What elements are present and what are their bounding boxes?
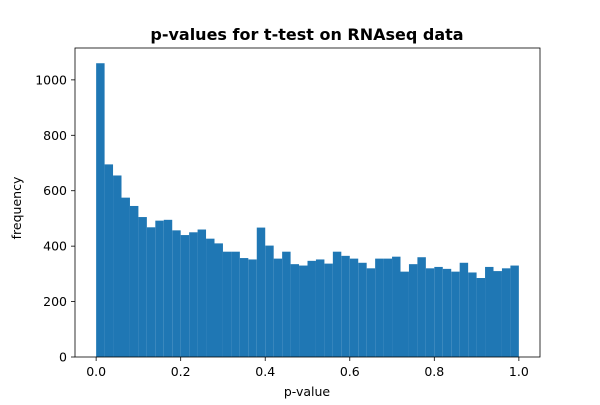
histogram-bar [256, 227, 266, 357]
histogram-bar [231, 251, 240, 357]
histogram-bar [425, 268, 435, 357]
histogram-bar [189, 232, 198, 357]
y-tick-label: 400 [43, 239, 67, 254]
histogram-bar [375, 258, 384, 357]
x-tick-label: 0.6 [340, 364, 360, 379]
x-axis-label: p-value [284, 384, 331, 399]
histogram-bar [324, 263, 333, 357]
histogram-bar [104, 164, 114, 357]
x-tick-label: 0.4 [255, 364, 275, 379]
histogram-bar [451, 271, 460, 357]
histogram-bar [307, 260, 316, 357]
histogram-bar [96, 63, 105, 358]
histogram-bar [155, 220, 164, 357]
histogram-bar [129, 205, 139, 357]
axes-group: 0.0 0.2 0.4 0.6 0.8 1.0 0 200 400 600 800 1000 [35, 47, 541, 379]
histogram-bar [510, 265, 519, 357]
y-tick-label: 800 [43, 128, 67, 143]
x-tick-label: 0.2 [171, 364, 191, 379]
histogram-bar [206, 238, 215, 357]
histogram-bar [222, 251, 232, 357]
histogram-bar [197, 229, 207, 357]
y-tick-label: 1000 [35, 72, 67, 87]
x-tick-label: 1.0 [509, 364, 529, 379]
y-tick-label: 0 [59, 350, 67, 365]
histogram-bar [341, 255, 350, 357]
histogram-bar [485, 266, 494, 357]
histogram-bar [459, 262, 469, 357]
histogram-bar [214, 243, 223, 357]
histogram-bar [239, 258, 249, 357]
histogram-bar [121, 197, 130, 357]
histogram-bar [408, 264, 418, 357]
histogram-bar [163, 219, 173, 357]
histogram-bar [383, 258, 393, 357]
histogram-bar [146, 227, 156, 357]
histogram-bar [113, 175, 122, 357]
x-tick-label: 0.8 [424, 364, 444, 379]
y-axis-label: frequency [9, 176, 24, 239]
histogram-bar [417, 257, 426, 357]
histogram-bar [282, 251, 291, 357]
y-tick-label: 200 [43, 294, 67, 309]
plot-frame [74, 47, 541, 358]
histogram-bar [349, 258, 359, 357]
histogram-bar [248, 259, 257, 357]
chart-title: p-values for t-test on RNAseq data [150, 25, 463, 44]
histogram-bar [400, 271, 409, 357]
histogram-bar [493, 271, 502, 357]
histogram-bar [476, 278, 486, 357]
histogram-bar [442, 268, 452, 357]
histogram-bar [366, 268, 376, 357]
histogram-bar [265, 245, 274, 357]
histogram-bar [468, 272, 477, 357]
histogram-bar [273, 258, 283, 357]
x-tick-label: 0.0 [86, 364, 106, 379]
histogram-bar [180, 235, 190, 357]
histogram-bar [358, 262, 367, 357]
bars-group [96, 63, 519, 358]
histogram-bar [172, 230, 181, 357]
histogram-bar [392, 256, 401, 357]
histogram-bar [332, 251, 342, 357]
histogram-bar [290, 264, 300, 357]
y-tick-label: 600 [43, 183, 67, 198]
histogram-bar [501, 268, 511, 357]
histogram-bar [315, 259, 325, 357]
histogram-bar [434, 266, 443, 357]
histogram-bar [299, 265, 308, 357]
histogram-bar [138, 217, 147, 357]
